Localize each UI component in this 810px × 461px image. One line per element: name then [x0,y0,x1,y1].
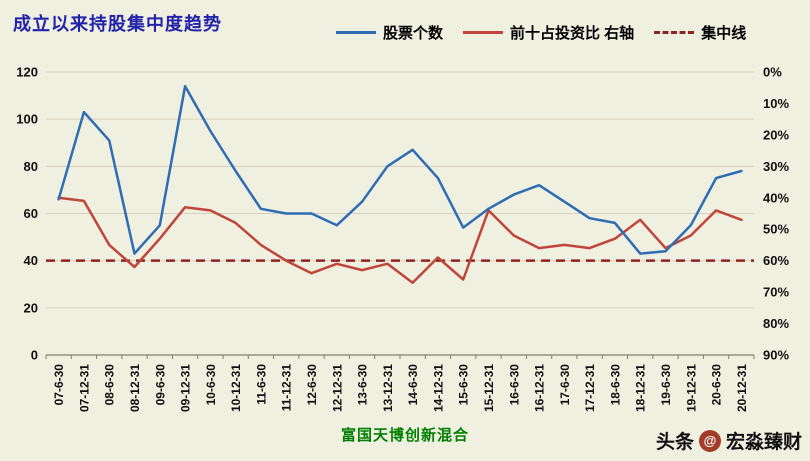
right-axis-tick-label: 50% [763,222,789,237]
right-axis-tick-label: 90% [763,348,789,363]
watermark-site-label: 头条 [655,432,694,453]
legend-label-threshold: 集中线 [701,25,747,42]
right-axis-tick-label: 10% [763,96,789,111]
legend-item-threshold: 集中线 [654,22,746,43]
x-axis-tick-label: 19-12-31 [684,364,698,412]
legend-label-top10-ratio: 前十占投资比 右轴 [510,25,635,42]
x-axis-tick-label: 10-6-30 [204,364,218,406]
x-axis-tick-label: 08-12-31 [128,364,142,412]
legend: 股票个数 前十占投资比 右轴 集中线 [336,22,746,43]
x-axis-tick-label: 17-12-31 [583,364,597,412]
x-axis-tick-label: 10-12-31 [229,364,243,412]
right-axis-tick-label: 30% [763,159,789,174]
x-axis-tick-label: 11-12-31 [280,364,294,412]
x-axis-tick-label: 19-6-30 [659,364,673,406]
right-axis-tick-label: 40% [763,190,789,205]
x-axis-tick-label: 12-6-30 [305,364,319,406]
x-axis-tick-label: 09-6-30 [153,364,167,406]
legend-item-top10-ratio: 前十占投资比 右轴 [463,22,634,43]
x-axis-tick-label: 12-12-31 [330,364,344,412]
watermark: 头条 @ 宏淼臻财 [656,427,802,454]
x-axis-tick-label: 14-6-30 [406,364,420,406]
x-axis-tick-label: 11-6-30 [254,364,268,405]
x-axis-tick-label: 09-12-31 [179,364,193,412]
x-axis-tick-label: 20-6-30 [710,364,724,406]
x-axis-tick-label: 16-12-31 [533,364,547,412]
x-axis-tick-label: 13-6-30 [356,364,370,406]
x-axis-tick-label: 07-6-30 [52,364,66,406]
series-stock-count [57,84,743,255]
x-axis-tick-label: 08-6-30 [103,364,117,406]
right-axis-tick-label: 20% [763,127,789,142]
dashed-line-sample-icon [654,31,695,34]
left-axis-tick-label: 60 [24,206,38,221]
right-axis-tick-label: 70% [763,285,789,300]
x-axis-tick-label: 20-12-31 [735,364,749,412]
left-axis-tick-label: 120 [16,65,38,80]
left-axis-tick-label: 0 [31,348,38,363]
series-top10-ratio [57,196,743,284]
x-axis-tick-label: 14-12-31 [431,364,445,412]
right-axis-tick-label: 0% [763,65,782,80]
x-axis-tick-label: 18-12-31 [634,364,648,412]
toutiao-avatar-icon: @ [698,429,721,452]
fund-name: 富国天博创新混合 [340,427,469,444]
left-axis-tick-label: 40 [24,253,38,268]
left-axis-tick-label: 100 [16,112,38,127]
left-axis-tick-label: 20 [24,300,38,315]
x-axis-tick-label: 07-12-31 [77,364,91,412]
x-axis-tick-label: 16-6-30 [507,364,521,406]
x-axis-tick-label: 15-12-31 [482,364,496,412]
x-axis-tick-label: 17-6-30 [558,364,572,406]
right-axis-tick-label: 80% [763,316,789,331]
x-axis-tick-label: 15-6-30 [457,364,471,406]
legend-label-stock-count: 股票个数 [383,25,444,42]
legend-item-stock-count: 股票个数 [336,22,443,43]
blue-line-sample-icon [336,31,376,34]
red-line-sample-icon [463,31,504,34]
watermark-account-label: 宏淼臻财 [725,432,802,453]
left-axis-tick-label: 80 [24,159,38,174]
x-axis-tick-label: 18-6-30 [608,364,622,406]
x-axis-tick-label: 13-12-31 [381,364,395,412]
chart-title: 成立以来持股集中度趋势 [13,14,222,34]
right-axis-tick-label: 60% [763,253,789,268]
